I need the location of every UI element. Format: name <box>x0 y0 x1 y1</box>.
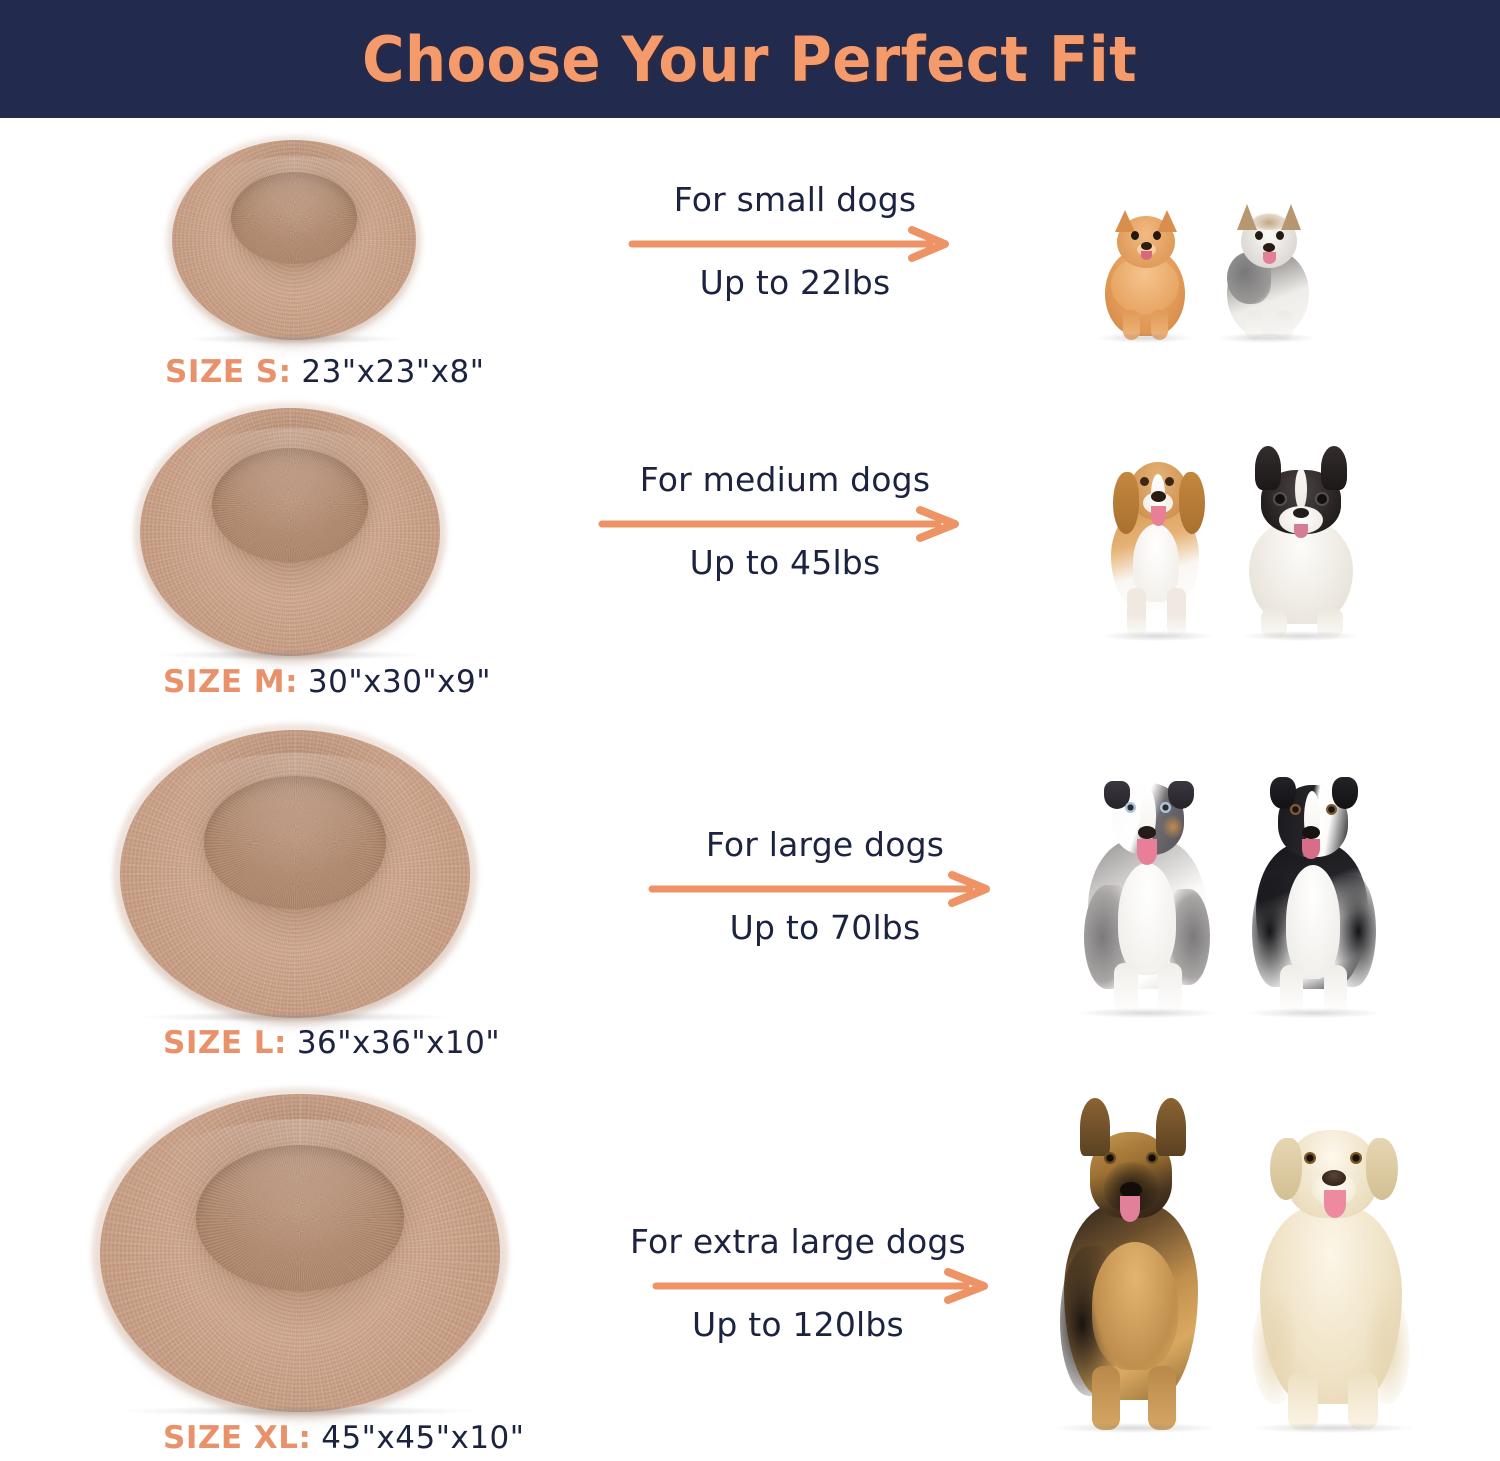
weight-text-large: Up to 70lbs <box>729 908 921 947</box>
size-key-medium: SIZE M: <box>163 664 299 700</box>
dog-pomeranian <box>1091 190 1199 343</box>
size-dimensions-xlarge: 45"x45"x10" <box>321 1420 525 1456</box>
size-dimensions-medium: 30"x30"x9" <box>307 664 492 700</box>
dog-australian-shepherd <box>1068 743 1226 1018</box>
dog-size-text-small: For small dogs <box>673 180 917 219</box>
dog-photo-xlarge <box>1032 1070 1434 1433</box>
size-row-xlarge: SIZE XL: 45"x45"x10" For extra large dog… <box>0 1080 1500 1461</box>
arrow-right-icon <box>598 505 970 542</box>
bed-image-large <box>113 724 477 1024</box>
arrow-right-icon <box>628 225 960 262</box>
dog-size-text-medium: For medium dogs <box>639 460 931 499</box>
arrow-right-icon <box>648 870 1000 907</box>
dog-german-shepherd <box>1042 1082 1228 1433</box>
size-label-medium: SIZE M: 30"x30"x9" <box>163 664 491 700</box>
arrow-block-xlarge: For extra large dogs Up to 120lbs <box>598 1222 998 1344</box>
size-row-small: SIZE S: 23"x23"x8" For small dogs Up to … <box>0 118 1500 390</box>
dog-golden-retriever <box>1240 1086 1426 1433</box>
dog-french-bulldog <box>1235 442 1367 641</box>
arrow-right-icon <box>598 1267 998 1304</box>
dog-photo-medium <box>1085 418 1375 641</box>
weight-text-xlarge: Up to 120lbs <box>692 1305 904 1344</box>
weight-text-small: Up to 22lbs <box>699 263 891 302</box>
size-label-xlarge: SIZE XL: 45"x45"x10" <box>163 1420 525 1456</box>
dog-photo-small <box>1085 168 1335 343</box>
page-title: Choose Your Perfect Fit <box>362 22 1138 96</box>
dog-yorkshire-terrier <box>1211 184 1323 343</box>
size-dimensions-small: 23"x23"x8" <box>301 354 485 390</box>
dog-photo-large <box>1062 730 1402 1018</box>
weight-text-medium: Up to 45lbs <box>689 543 881 582</box>
size-row-medium: SIZE M: 30"x30"x9" For medium dogs Up to… <box>0 390 1500 720</box>
bed-image-xlarge <box>92 1087 508 1419</box>
arrow-block-large: For large dogs Up to 70lbs <box>648 825 1000 947</box>
size-key-small: SIZE S: <box>165 354 292 390</box>
size-label-small: SIZE S: 23"x23"x8" <box>165 354 484 390</box>
bed-image-small <box>167 136 421 344</box>
dog-beagle <box>1093 432 1221 641</box>
dog-size-text-xlarge: For extra large dogs <box>630 1222 966 1261</box>
size-label-large: SIZE L: 36"x36"x10" <box>163 1025 500 1061</box>
header-banner: Choose Your Perfect Fit <box>0 0 1500 118</box>
size-key-xlarge: SIZE XL: <box>163 1420 312 1456</box>
bed-image-medium <box>134 403 446 661</box>
arrow-block-small: For small dogs Up to 22lbs <box>628 180 960 302</box>
dog-border-collie <box>1238 747 1390 1018</box>
size-row-large: SIZE L: 36"x36"x10" For large dogs Up to… <box>0 720 1500 1080</box>
size-key-large: SIZE L: <box>163 1025 287 1061</box>
dog-size-text-large: For large dogs <box>705 825 945 864</box>
size-dimensions-large: 36"x36"x10" <box>296 1025 501 1061</box>
arrow-block-medium: For medium dogs Up to 45lbs <box>598 460 970 582</box>
